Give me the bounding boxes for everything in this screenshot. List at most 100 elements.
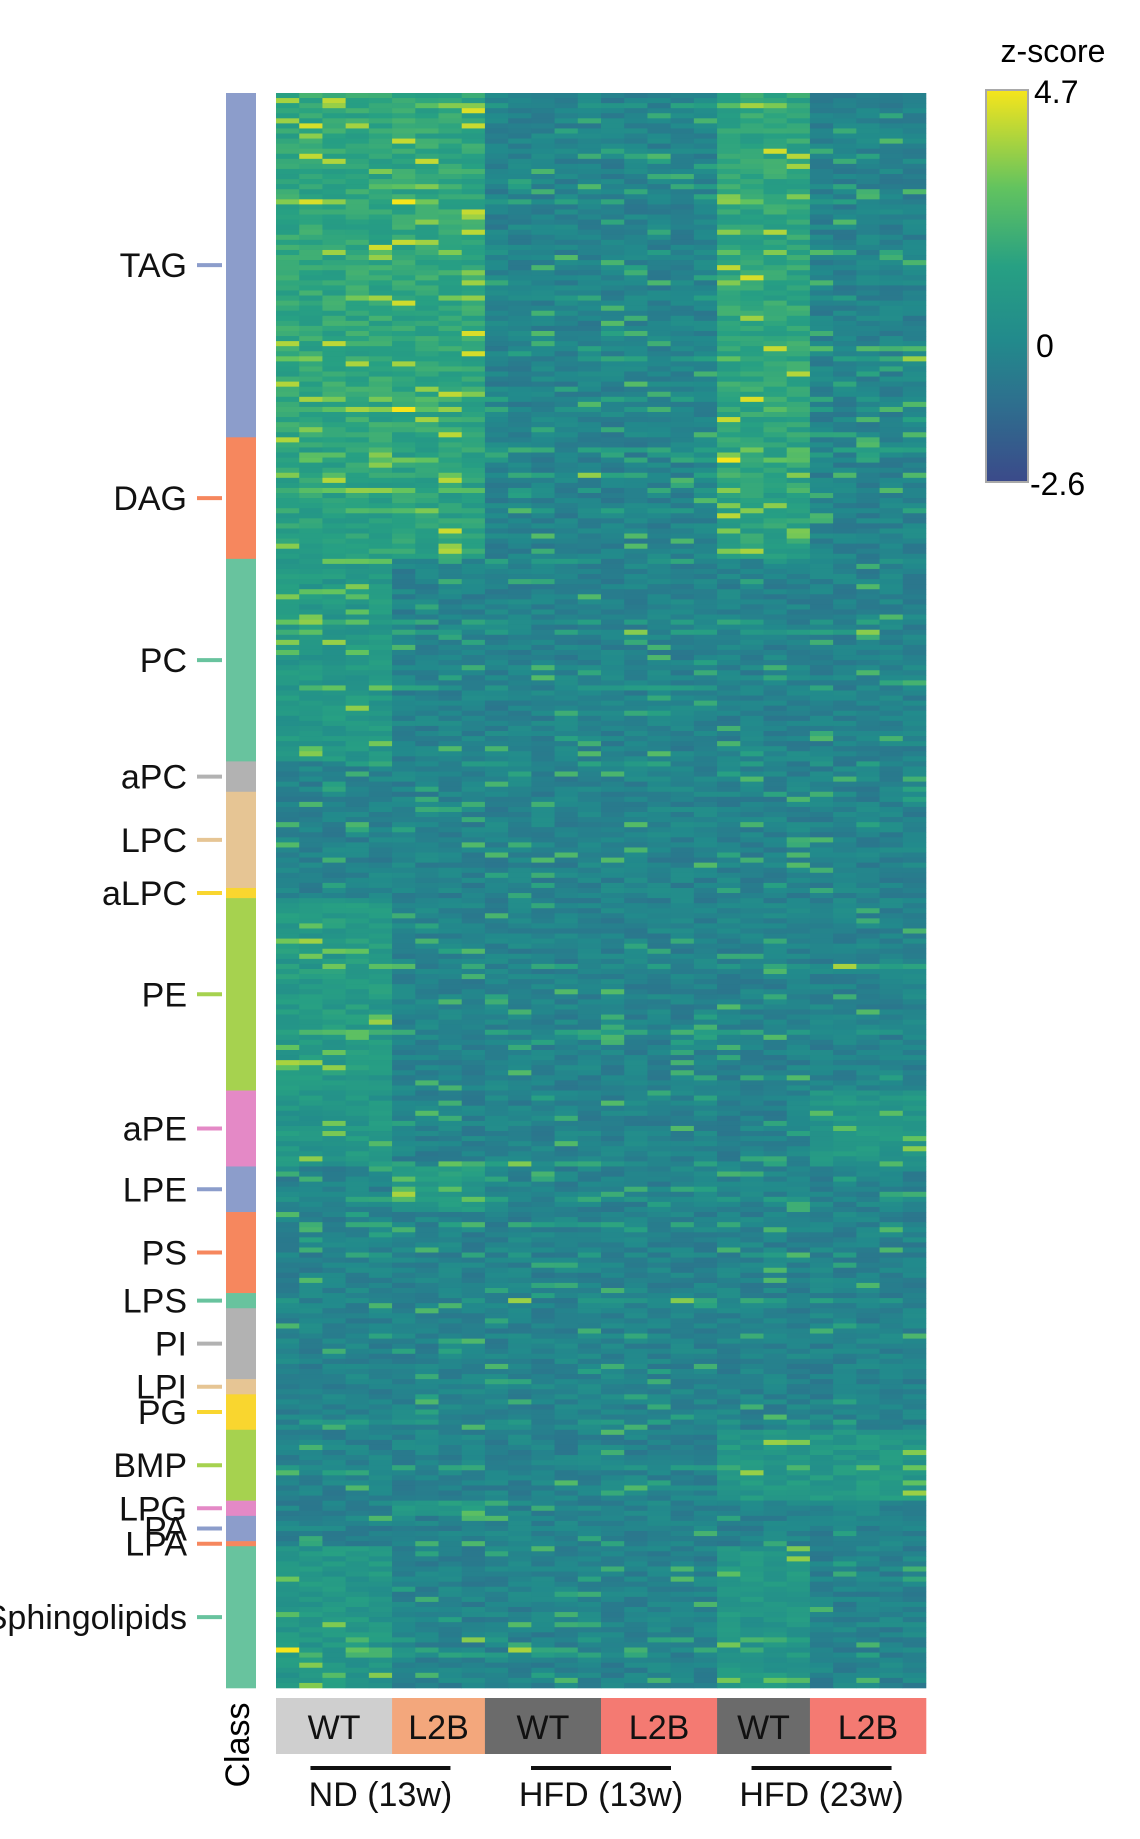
heatmap-cell: [763, 168, 788, 175]
heatmap-cell: [624, 842, 648, 848]
heatmap-cell: [392, 913, 416, 919]
heatmap-cell: [740, 472, 764, 479]
heatmap-cell: [508, 832, 532, 838]
heatmap-cell: [740, 361, 764, 367]
heatmap-cell: [345, 98, 370, 104]
heatmap-cell: [624, 305, 648, 312]
heatmap-cell: [693, 396, 718, 403]
heatmap-cell: [299, 700, 323, 706]
heatmap-cell: [299, 639, 323, 646]
heatmap-cell: [415, 472, 439, 479]
heatmap-cell: [484, 260, 509, 266]
heatmap-cell: [438, 908, 463, 914]
heatmap-cell: [879, 817, 904, 823]
heatmap-cell: [368, 974, 393, 980]
heatmap-cell: [670, 817, 695, 823]
heatmap-cell: [647, 386, 671, 393]
heatmap-cell: [461, 487, 486, 494]
class-segment-sphingolipids: [226, 1546, 256, 1689]
heatmap-cell: [577, 903, 602, 909]
heatmap-cell: [322, 219, 346, 225]
heatmap-cell: [299, 629, 323, 636]
heatmap-cell: [647, 776, 671, 782]
heatmap-cell: [670, 857, 695, 863]
heatmap-cell: [693, 968, 718, 975]
heatmap-cell: [508, 655, 532, 661]
heatmap-cell: [809, 776, 834, 782]
heatmap-cell: [415, 822, 439, 828]
heatmap-cell: [392, 847, 416, 853]
heatmap-cell: [763, 477, 788, 484]
heatmap-cell: [299, 979, 323, 985]
heatmap-cell: [322, 893, 346, 899]
heatmap-cell: [786, 913, 811, 919]
heatmap-cell: [763, 720, 788, 727]
heatmap-cell: [809, 533, 834, 539]
heatmap-cell: [438, 234, 463, 241]
heatmap-cell: [833, 786, 857, 793]
heatmap-cell: [809, 194, 834, 200]
heatmap-cell: [786, 138, 811, 144]
heatmap-cell: [717, 543, 741, 550]
heatmap-cell: [531, 741, 555, 747]
heatmap-cell: [415, 913, 439, 919]
heatmap-cell: [833, 796, 857, 803]
heatmap-cell: [624, 477, 648, 484]
heatmap-cell: [717, 923, 741, 929]
heatmap-cell: [902, 882, 927, 889]
heatmap-cell: [461, 579, 486, 585]
heatmap-cell: [461, 270, 486, 276]
heatmap-cell: [902, 832, 927, 838]
heatmap-cell: [531, 928, 555, 934]
heatmap-cell: [484, 214, 509, 220]
heatmap-cell: [717, 219, 741, 225]
heatmap-cell: [577, 422, 602, 428]
heatmap-cell: [763, 442, 788, 448]
heatmap-cell: [624, 700, 648, 706]
heatmap-cell: [833, 923, 857, 929]
heatmap-cell: [554, 330, 579, 337]
heatmap-cell: [763, 791, 788, 798]
heatmap-cell: [276, 974, 300, 980]
heatmap-cell: [345, 801, 370, 808]
heatmap-cell: [670, 325, 695, 332]
heatmap-cell: [554, 968, 579, 975]
heatmap-cell: [276, 771, 300, 777]
heatmap-cell: [856, 953, 880, 960]
heatmap-cell: [902, 437, 927, 443]
heatmap-cell: [345, 918, 370, 924]
heatmap-cell: [670, 391, 695, 398]
heatmap-cell: [368, 574, 393, 580]
heatmap-cell: [484, 984, 509, 990]
heatmap-cell: [345, 781, 370, 787]
heatmap-cell: [322, 158, 346, 165]
heatmap-cell: [833, 351, 857, 357]
heatmap-cell: [693, 832, 718, 838]
heatmap-cell: [902, 584, 927, 590]
heatmap-cell: [833, 579, 857, 585]
heatmap-cell: [833, 361, 857, 367]
heatmap-cell: [508, 401, 532, 408]
heatmap-cell: [647, 736, 671, 742]
heatmap-cell: [833, 953, 857, 960]
heatmap-cell: [415, 163, 439, 170]
heatmap-cell: [554, 786, 579, 793]
heatmap-cell: [345, 184, 370, 190]
heatmap-cell: [299, 523, 323, 529]
heatmap-cell: [484, 923, 509, 929]
heatmap-cell: [740, 452, 764, 458]
heatmap-cell: [693, 918, 718, 924]
class-label-ps: PS: [142, 1235, 187, 1273]
heatmap-cell: [647, 477, 671, 484]
heatmap-cell: [601, 695, 625, 701]
heatmap-cell: [322, 320, 346, 327]
heatmap-cell: [786, 665, 811, 671]
heatmap-cell: [717, 751, 741, 757]
heatmap-cell: [670, 336, 695, 342]
heatmap-cell: [368, 118, 393, 124]
heatmap-cell: [276, 280, 300, 286]
heatmap-cell: [879, 715, 904, 722]
heatmap-cell: [415, 857, 439, 863]
heatmap-cell: [601, 487, 625, 494]
heatmap-cell: [693, 796, 718, 803]
